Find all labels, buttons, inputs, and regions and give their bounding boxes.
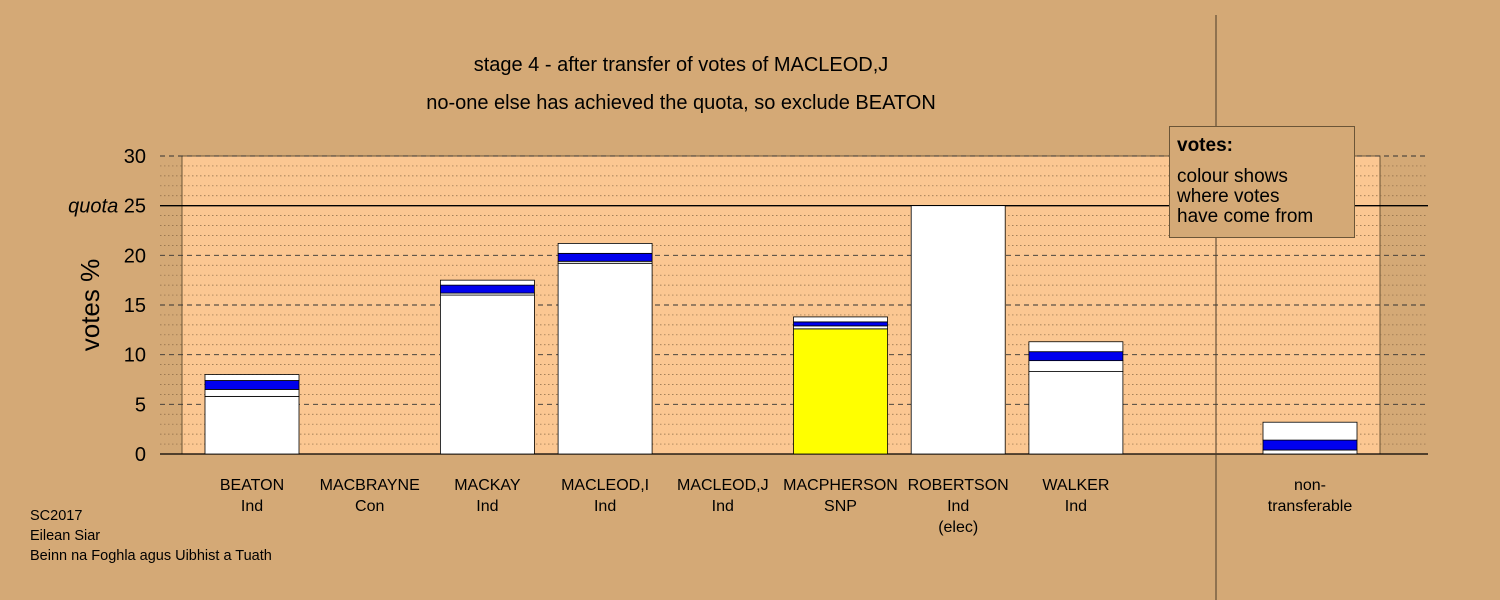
- x-tick-sublabel: Ind: [241, 498, 263, 515]
- bar-segment: [439, 294, 535, 455]
- x-tick-label: WALKER: [1042, 477, 1109, 494]
- x-tick-label: non-: [1294, 477, 1326, 494]
- bar-segment: [557, 252, 653, 262]
- bar-segment: [910, 205, 1006, 455]
- bar-segment: [793, 321, 888, 327]
- bar-group: [439, 279, 535, 455]
- bar-group: [557, 243, 653, 455]
- bar-segment: [793, 328, 888, 455]
- x-tick-label: MACLEOD,J: [677, 477, 769, 494]
- non-transferable-bar-segment: [1262, 421, 1358, 441]
- bar-segment: [439, 284, 535, 294]
- y-tick-label: 0: [135, 444, 146, 466]
- bar-segment: [1028, 371, 1124, 455]
- bar-group: [910, 205, 1006, 455]
- x-tick-label: BEATON: [220, 477, 284, 494]
- footer-council: Eilean Siar: [30, 528, 101, 544]
- chart-subtitle: no-one else has achieved the quota, so e…: [426, 92, 936, 114]
- x-tick-sublabel: Ind: [594, 498, 616, 515]
- legend-line: where votes: [1177, 186, 1280, 207]
- footer-election: SC2017: [30, 508, 83, 524]
- y-tick-label: 20: [124, 245, 146, 267]
- non-transferable-bar-segment: [1262, 449, 1358, 455]
- y-tick-label: 15: [124, 295, 146, 317]
- non-transferable-bar-group: [1262, 421, 1358, 455]
- y-tick-label: 5: [135, 394, 146, 416]
- y-tick-label: 10: [124, 345, 146, 367]
- non-transferable-bar-segment: [1262, 439, 1358, 451]
- bar-segment: [557, 262, 653, 455]
- x-tick-sublabel: (elec): [938, 519, 978, 536]
- bar-segment: [1028, 341, 1124, 353]
- x-tick-label: transferable: [1268, 498, 1353, 515]
- bar-group: [1028, 341, 1124, 455]
- x-tick-sublabel: Ind: [476, 498, 498, 515]
- legend-title: votes:: [1177, 135, 1233, 156]
- x-tick-label: MACKAY: [454, 477, 521, 494]
- chart-title: stage 4 - after transfer of votes of MAC…: [473, 54, 889, 76]
- x-tick-label: ROBERTSON: [908, 477, 1009, 494]
- x-tick-label: MACLEOD,I: [561, 477, 649, 494]
- bar-segment: [204, 389, 300, 397]
- bar-segment: [204, 380, 300, 390]
- x-tick-sublabel: SNP: [824, 498, 857, 515]
- x-tick-label: MACPHERSON: [783, 477, 898, 494]
- bar-group: [793, 316, 888, 455]
- footer-ward: Beinn na Foghla agus Uibhist a Tuath: [30, 548, 272, 564]
- y-axis-label: votes %: [75, 259, 105, 352]
- x-tick-sublabel: Ind: [1065, 498, 1087, 515]
- bar-segment: [439, 279, 535, 286]
- x-tick-sublabel: Ind: [712, 498, 734, 515]
- bar-segment: [1028, 351, 1124, 362]
- bar-segment: [793, 325, 888, 330]
- bar-segment: [557, 243, 653, 254]
- quota-label: quota 25: [68, 196, 146, 218]
- bar-segment: [204, 395, 300, 455]
- bar-segment: [204, 374, 300, 381]
- y-tick-label: 30: [124, 146, 146, 168]
- x-tick-sublabel: Ind: [947, 498, 969, 515]
- legend-line: colour shows: [1177, 166, 1288, 187]
- x-tick-sublabel: Con: [355, 498, 384, 515]
- legend-box: votes: colour shows where votes have com…: [1169, 126, 1355, 238]
- x-tick-label: MACBRAYNE: [320, 477, 420, 494]
- bar-segment: [793, 316, 888, 323]
- legend-line: have come from: [1177, 206, 1314, 227]
- bar-group: [204, 374, 300, 455]
- bar-segment: [1028, 360, 1124, 372]
